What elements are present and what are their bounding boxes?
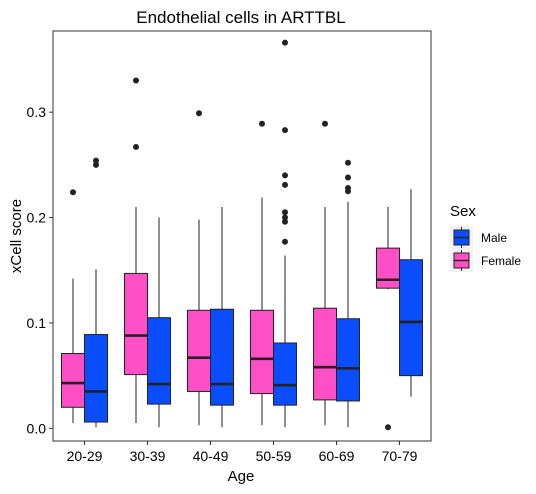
- box-body: [124, 272, 148, 376]
- legend-label: Female: [481, 254, 521, 268]
- y-tick-label: 0.0: [27, 420, 47, 436]
- box-body: [273, 342, 297, 406]
- outlier-point: [282, 214, 288, 221]
- x-tick-label: 60-69: [319, 448, 355, 464]
- legend-title: Sex: [450, 203, 476, 220]
- x-tick-label: 50-59: [256, 448, 292, 464]
- box-male-70-79: [399, 189, 423, 397]
- x-tick-label: 40-49: [193, 448, 229, 464]
- box-male-40-49: [210, 207, 234, 428]
- outlier-point: [345, 159, 351, 166]
- outlier-point: [282, 181, 288, 188]
- box-body: [210, 308, 234, 406]
- chart-title: Endothelial cells in ARTTBL: [136, 8, 345, 27]
- y-axis: 0.0 0.1 0.2 0.3: [27, 104, 53, 436]
- y-tick-label: 0.2: [27, 210, 47, 226]
- legend-item-male: Male: [450, 226, 507, 249]
- box-body: [313, 307, 337, 401]
- outlier-point: [282, 39, 288, 46]
- x-tick-label: 30-39: [130, 448, 166, 464]
- outlier-point: [282, 172, 288, 179]
- x-axis: 20-29 30-39 40-49 50-59 60-69 70-79: [67, 441, 418, 464]
- y-axis-label: xCell score: [8, 199, 25, 273]
- outlier-point: [282, 209, 288, 216]
- x-tick-label: 70-79: [382, 448, 418, 464]
- outlier-point: [282, 238, 288, 245]
- box-female-40-49: [187, 110, 211, 426]
- y-tick-label: 0.3: [27, 104, 47, 120]
- box-body: [376, 247, 400, 289]
- outlier-point: [345, 174, 351, 181]
- box-body: [61, 353, 85, 408]
- box-female-70-79: [376, 207, 400, 431]
- outlier-point: [259, 120, 265, 127]
- box-male-20-29: [84, 157, 108, 428]
- outlier-point: [322, 120, 328, 127]
- outlier-point: [93, 157, 99, 164]
- box-male-60-69: [336, 159, 360, 428]
- legend: Sex Male Female: [450, 203, 521, 272]
- outlier-point: [196, 110, 202, 117]
- box-body: [187, 309, 211, 392]
- outlier-point: [345, 188, 351, 195]
- y-tick-label: 0.1: [27, 315, 47, 331]
- outlier-point: [93, 161, 99, 168]
- x-axis-label: Age: [228, 468, 255, 485]
- legend-label: Male: [481, 231, 507, 245]
- plot-panel: [52, 30, 432, 442]
- x-tick-label: 20-29: [67, 448, 103, 464]
- box-body: [147, 317, 171, 405]
- box-body: [250, 309, 274, 395]
- box-group: [61, 39, 423, 431]
- outlier-point: [282, 218, 288, 225]
- box-female-20-29: [61, 189, 85, 424]
- box-male-50-59: [273, 39, 297, 428]
- legend-item-female: Female: [450, 249, 521, 272]
- box-body: [336, 318, 360, 402]
- box-male-30-39: [147, 217, 171, 428]
- outlier-point: [70, 189, 76, 196]
- outlier-point: [133, 143, 139, 150]
- box-body: [84, 334, 108, 423]
- outlier-point: [133, 77, 139, 84]
- outlier-point: [282, 127, 288, 134]
- outlier-point: [385, 424, 391, 431]
- box-body: [399, 259, 423, 377]
